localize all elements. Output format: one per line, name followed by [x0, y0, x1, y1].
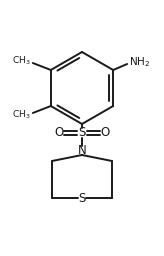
- Text: O: O: [100, 126, 110, 140]
- Text: O: O: [54, 126, 64, 140]
- Text: CH$_3$: CH$_3$: [12, 55, 31, 67]
- Text: S: S: [78, 126, 86, 140]
- Text: N: N: [78, 144, 86, 157]
- Text: CH$_3$: CH$_3$: [12, 109, 31, 121]
- Text: NH$_2$: NH$_2$: [129, 55, 150, 69]
- Text: S: S: [78, 191, 86, 205]
